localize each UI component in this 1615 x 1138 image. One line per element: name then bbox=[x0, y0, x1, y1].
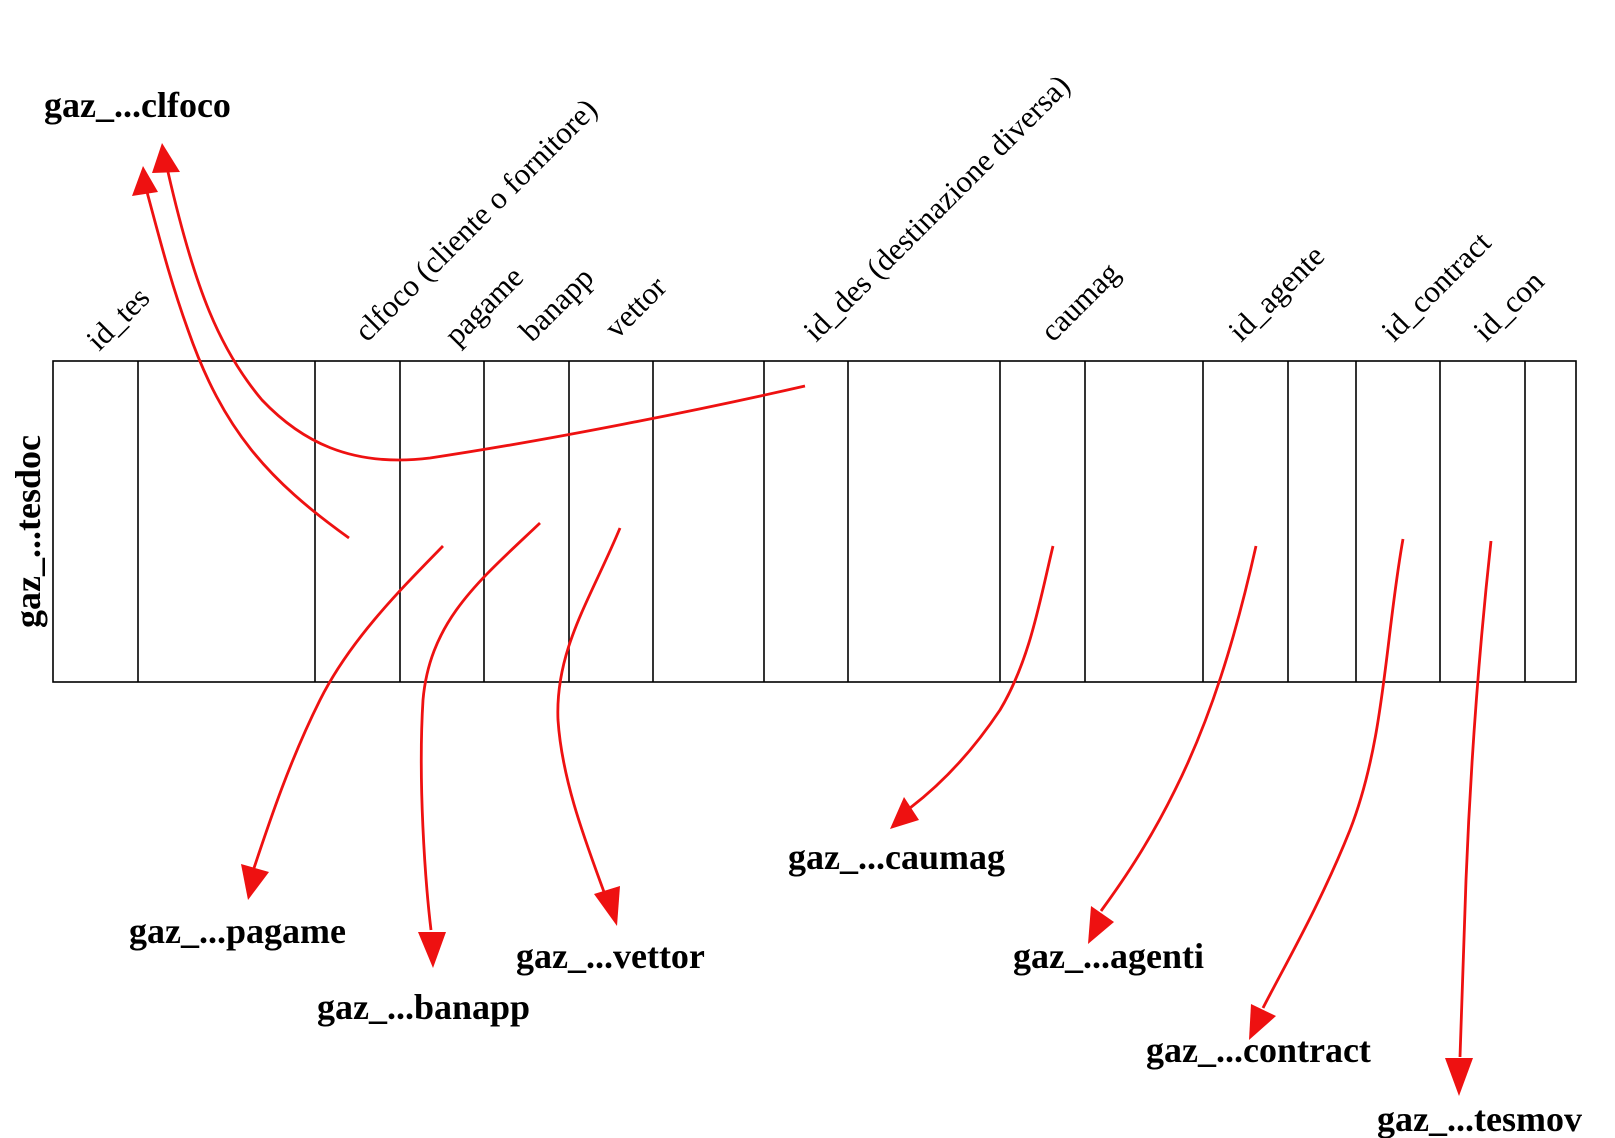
link-banapp bbox=[419, 521, 541, 931]
field-label-pagame: pagame bbox=[437, 259, 530, 352]
field-label-vettor: vettor bbox=[597, 269, 673, 345]
arrowhead-id-des bbox=[152, 143, 180, 173]
link-id-con bbox=[1458, 540, 1493, 1058]
target-labels: gaz_...clfoco gaz_...pagame gaz_...banap… bbox=[44, 85, 1582, 1138]
arrowhead-caumag bbox=[890, 797, 919, 829]
target-label-agenti: gaz_...agenti bbox=[1013, 936, 1204, 976]
arrowhead-id-contract bbox=[1249, 1004, 1276, 1040]
target-label-vettor: gaz_...vettor bbox=[516, 936, 705, 976]
arrowhead-banapp bbox=[418, 932, 446, 968]
field-labels: id_tes clfoco (cliente o fornitore) paga… bbox=[79, 68, 1551, 357]
link-id-des bbox=[166, 171, 806, 462]
target-label-clfoco: gaz_...clfoco bbox=[44, 85, 231, 125]
field-label-banapp: banapp bbox=[512, 260, 600, 348]
link-vettor bbox=[556, 527, 622, 893]
target-label-pagame: gaz_...pagame bbox=[129, 911, 346, 951]
link-pagame bbox=[252, 545, 445, 869]
target-label-caumag: gaz_...caumag bbox=[788, 837, 1005, 877]
field-label-id-con: id_con bbox=[1466, 263, 1551, 348]
arrowhead-clfoco bbox=[132, 166, 158, 196]
arrowhead-vettor bbox=[594, 886, 620, 926]
field-label-id-tes: id_tes bbox=[79, 280, 156, 357]
arrowhead-id-agente bbox=[1088, 906, 1114, 944]
link-id-agente bbox=[1099, 545, 1258, 912]
link-caumag bbox=[909, 545, 1055, 810]
link-clfoco bbox=[145, 191, 350, 540]
target-label-banapp: gaz_...banapp bbox=[317, 987, 530, 1027]
link-id-contract bbox=[1261, 538, 1405, 1009]
arrowhead-pagame bbox=[241, 864, 269, 900]
field-label-id-agente: id_agente bbox=[1221, 238, 1331, 348]
table-name-label: gaz_...tesdoc bbox=[8, 435, 48, 628]
table-outline bbox=[52, 360, 1577, 683]
relationship-links bbox=[132, 143, 1493, 1096]
arrowhead-id-con bbox=[1445, 1058, 1473, 1096]
target-label-contract: gaz_...contract bbox=[1146, 1030, 1371, 1070]
target-label-tesmov: gaz_...tesmov bbox=[1377, 1099, 1582, 1138]
field-label-caumag: caumag bbox=[1033, 255, 1126, 348]
tesdoc-table bbox=[52, 360, 1577, 683]
field-label-id-des: id_des (destinazione diversa) bbox=[796, 68, 1076, 348]
